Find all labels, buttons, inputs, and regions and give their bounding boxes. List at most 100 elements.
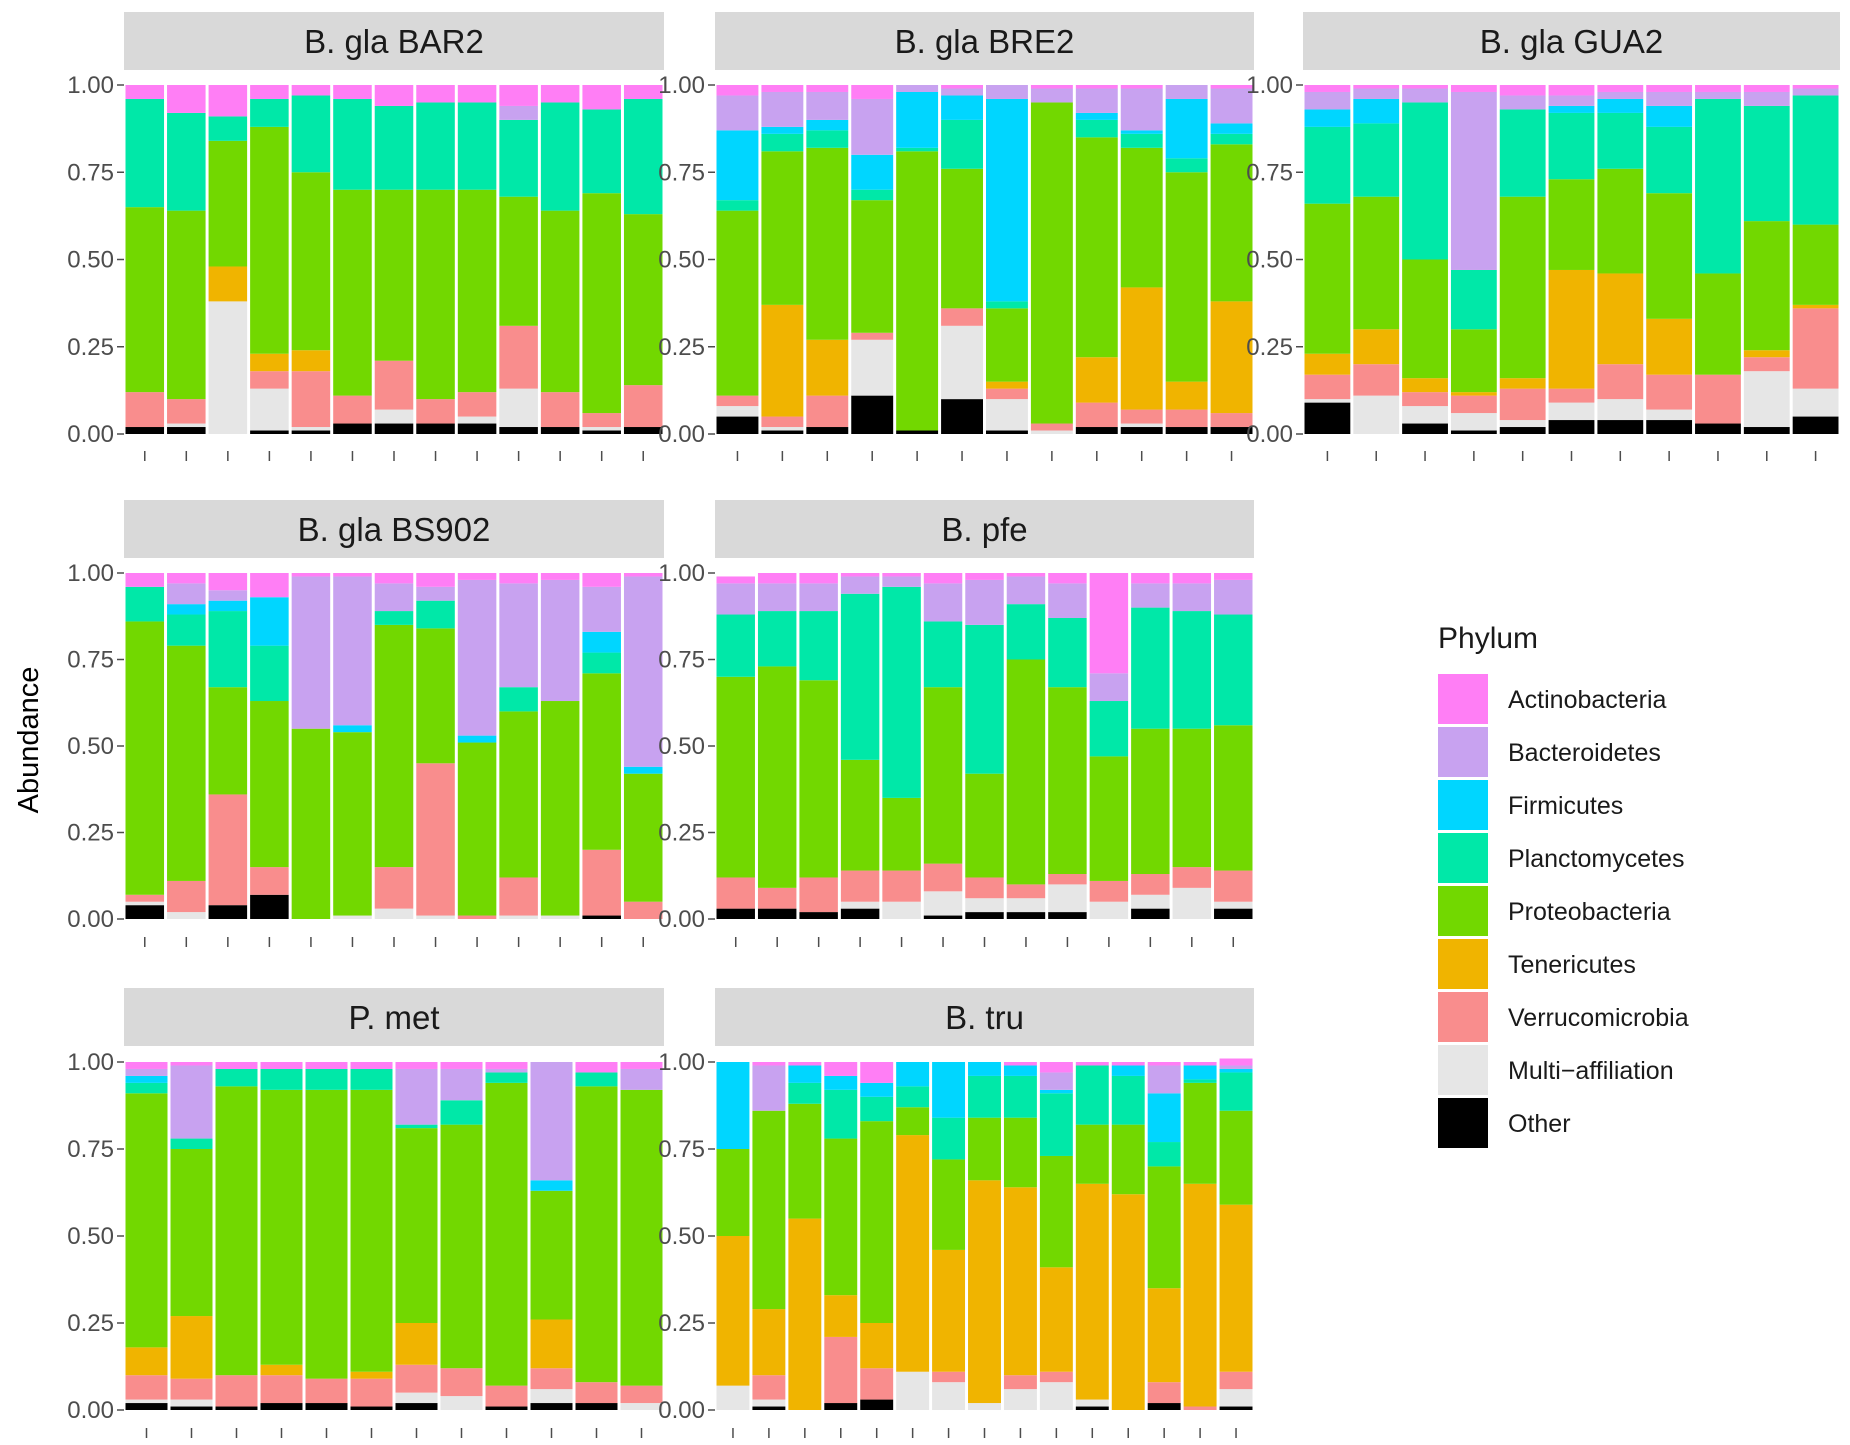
bar-segment bbox=[986, 85, 1028, 99]
bar-segment bbox=[896, 91, 939, 148]
bar-segment bbox=[333, 725, 372, 733]
bar-segment bbox=[1172, 887, 1212, 919]
bar-segment bbox=[882, 901, 921, 919]
bar-segment bbox=[1030, 423, 1073, 431]
bar-segment bbox=[333, 732, 372, 916]
bar-segment bbox=[761, 85, 804, 92]
bar-segment bbox=[882, 586, 921, 798]
bar-segment bbox=[716, 583, 755, 615]
bar-segment bbox=[1165, 409, 1208, 428]
bar-segment bbox=[1172, 867, 1212, 888]
bar-segment bbox=[1183, 1406, 1217, 1410]
bar-segment bbox=[806, 395, 849, 428]
bar-segment bbox=[986, 381, 1028, 389]
bar-segment bbox=[374, 409, 414, 424]
bar-segment bbox=[986, 308, 1028, 382]
bar-segment bbox=[716, 1062, 750, 1149]
bar-segment bbox=[716, 395, 759, 407]
bar-segment bbox=[208, 794, 248, 906]
bar-segment bbox=[1214, 901, 1253, 909]
bar-segment bbox=[499, 196, 538, 326]
bar-segment bbox=[208, 590, 248, 601]
bar-segment bbox=[623, 85, 663, 99]
bar-segment bbox=[1183, 1062, 1217, 1066]
bar-segment bbox=[896, 1135, 930, 1372]
bar-segment bbox=[416, 915, 455, 919]
bar-segment bbox=[333, 189, 372, 396]
bar-segment bbox=[860, 1062, 894, 1083]
bar-segment bbox=[1646, 91, 1693, 106]
y-tick-label: 0.00 bbox=[658, 1397, 705, 1424]
bar-segment bbox=[986, 430, 1028, 434]
bar-segment bbox=[1089, 673, 1129, 702]
bar-segment bbox=[575, 1086, 618, 1383]
bar-segment bbox=[250, 371, 289, 389]
bar-segment bbox=[291, 172, 331, 351]
bar-segment bbox=[540, 701, 580, 916]
bar-segment bbox=[499, 877, 538, 916]
bar-segment bbox=[457, 579, 497, 736]
y-tick-label: 1.00 bbox=[658, 72, 705, 99]
bar-segment bbox=[851, 98, 894, 155]
y-tick-label: 0.50 bbox=[658, 247, 705, 274]
bar-segment bbox=[1210, 427, 1253, 434]
bar-segment bbox=[1075, 112, 1118, 120]
bar-segment bbox=[752, 1110, 786, 1310]
bar-segment bbox=[125, 1375, 168, 1400]
bar-segment bbox=[840, 908, 880, 919]
bar-segment bbox=[1402, 102, 1448, 260]
bar-segment bbox=[882, 797, 921, 871]
bar-segment bbox=[752, 1375, 786, 1400]
y-tick-label: 0.50 bbox=[658, 733, 705, 760]
bar-segment bbox=[582, 849, 621, 916]
bar-segment bbox=[840, 573, 880, 577]
bar-segment bbox=[457, 423, 497, 434]
bar-segment bbox=[1075, 88, 1118, 113]
bar-segment bbox=[716, 200, 759, 211]
bar-segment bbox=[260, 1375, 303, 1404]
bar-segment bbox=[1165, 85, 1208, 99]
bar-segment bbox=[1075, 119, 1118, 138]
bar-segment bbox=[1165, 158, 1208, 173]
bar-segment bbox=[260, 1068, 303, 1090]
bar-segment bbox=[1499, 85, 1546, 96]
y-tick-label: 0.50 bbox=[1246, 247, 1293, 274]
bar-segment bbox=[932, 1062, 966, 1118]
bar-segment bbox=[260, 1062, 303, 1069]
bar-segment bbox=[1147, 1065, 1181, 1094]
bar-segment bbox=[882, 576, 921, 587]
bar-segment bbox=[1219, 1204, 1253, 1372]
bar-segment bbox=[860, 1368, 894, 1400]
bar-segment bbox=[1131, 573, 1170, 584]
bar-segment bbox=[1048, 912, 1087, 919]
y-tick-label: 0.25 bbox=[658, 820, 705, 847]
bar-segment bbox=[896, 430, 939, 434]
bar-segment bbox=[896, 1062, 930, 1087]
bar-segment bbox=[582, 193, 621, 414]
bar-segment bbox=[167, 427, 206, 434]
y-axis-title: Abundance bbox=[13, 667, 45, 814]
bar-segment bbox=[125, 392, 165, 428]
bar-segment bbox=[932, 1371, 966, 1383]
bar-segment bbox=[250, 126, 289, 354]
bar-segment bbox=[623, 773, 663, 902]
y-tick-label: 0.00 bbox=[67, 906, 114, 933]
y-tick-label: 1.00 bbox=[67, 72, 114, 99]
bar-segment bbox=[1353, 123, 1400, 197]
bar-segment bbox=[395, 1124, 438, 1129]
bar-segment bbox=[1450, 430, 1497, 434]
bar-segment bbox=[1353, 395, 1400, 434]
bar-segment bbox=[1006, 912, 1046, 919]
bar-segment bbox=[1147, 1093, 1181, 1143]
bar-segment bbox=[1030, 85, 1073, 89]
bar-segment bbox=[716, 1149, 750, 1236]
bar-segment bbox=[1646, 420, 1693, 434]
bar-segment bbox=[1695, 85, 1741, 92]
bar-segment bbox=[215, 1068, 258, 1087]
bar-segment bbox=[716, 576, 755, 584]
legend-label: Tenericutes bbox=[1508, 951, 1636, 979]
bar-segment bbox=[1646, 85, 1693, 92]
bar-segment bbox=[1039, 1267, 1073, 1372]
bar-segment bbox=[540, 579, 580, 702]
